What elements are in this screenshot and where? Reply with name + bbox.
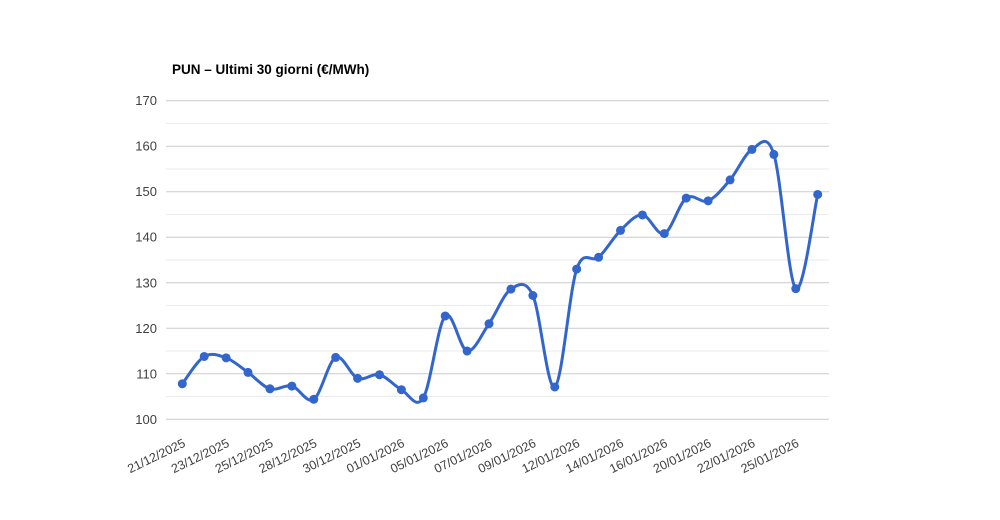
series-line	[180, 140, 820, 404]
data-point[interactable]	[747, 144, 757, 154]
y-tick-label: 120	[135, 321, 157, 336]
data-point[interactable]	[265, 384, 275, 394]
data-point[interactable]	[594, 252, 604, 262]
data-point[interactable]	[813, 189, 823, 199]
y-tick-label: 160	[135, 139, 157, 154]
data-point[interactable]	[287, 381, 297, 391]
data-point[interactable]	[331, 352, 341, 362]
data-point[interactable]	[703, 196, 713, 206]
y-tick-label: 170	[135, 93, 157, 108]
y-tick-label: 110	[136, 366, 157, 381]
data-point[interactable]	[484, 319, 494, 329]
y-tick-label: 140	[135, 230, 157, 245]
data-point[interactable]	[243, 367, 253, 377]
y-tick-label: 130	[135, 275, 157, 290]
data-point[interactable]	[506, 284, 516, 294]
data-point[interactable]	[550, 382, 560, 392]
data-point[interactable]	[418, 393, 428, 403]
data-point[interactable]	[791, 284, 801, 294]
data-point[interactable]	[659, 229, 669, 239]
data-point[interactable]	[309, 394, 319, 404]
data-point[interactable]	[572, 264, 582, 274]
y-tick-label: 150	[135, 184, 157, 199]
data-point[interactable]	[177, 379, 187, 389]
y-tick-label: 100	[135, 412, 157, 427]
data-point[interactable]	[528, 291, 538, 301]
data-point[interactable]	[462, 346, 472, 356]
data-point[interactable]	[681, 193, 691, 203]
chart-title: PUN – Ultimi 30 giorni (€/MWh)	[172, 62, 370, 77]
data-point[interactable]	[725, 175, 735, 185]
data-point[interactable]	[396, 385, 406, 395]
data-point[interactable]	[374, 370, 384, 380]
data-point[interactable]	[199, 351, 209, 361]
data-point[interactable]	[221, 353, 231, 363]
data-point[interactable]	[616, 225, 625, 235]
data-point[interactable]	[440, 311, 450, 321]
data-point[interactable]	[353, 373, 363, 383]
data-point[interactable]	[769, 149, 779, 159]
data-point[interactable]	[637, 210, 647, 220]
